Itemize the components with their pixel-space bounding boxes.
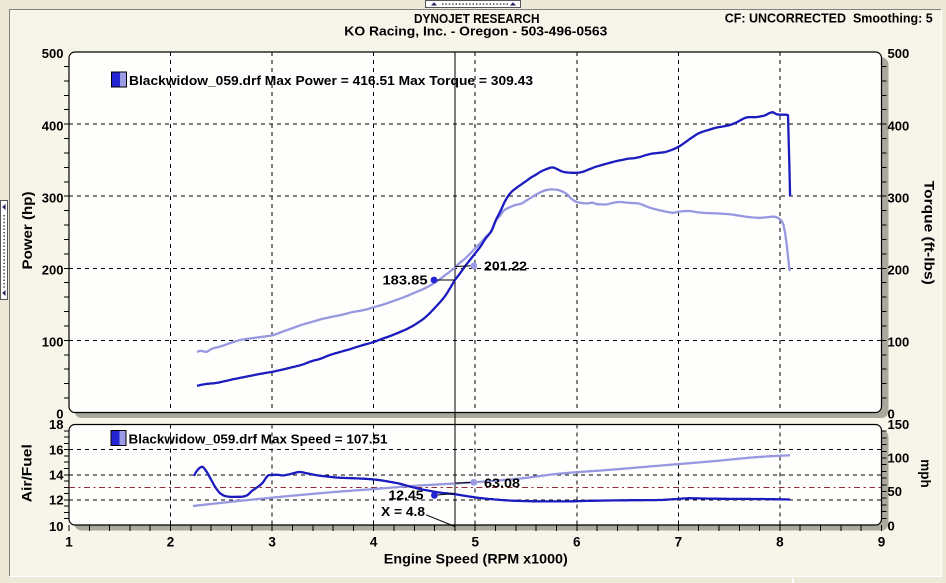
svg-text:KO Racing, Inc. - Oregon - 503: KO Racing, Inc. - Oregon - 503-496-0563 (344, 25, 607, 39)
svg-text:100: 100 (42, 335, 64, 350)
svg-text:mph: mph (918, 459, 933, 488)
svg-text:200: 200 (888, 263, 910, 278)
svg-text:50: 50 (888, 484, 902, 499)
svg-text:6: 6 (573, 534, 581, 549)
svg-text:0: 0 (888, 407, 895, 422)
svg-text:300: 300 (888, 190, 910, 205)
svg-text:8: 8 (776, 534, 784, 549)
svg-text:201.22: 201.22 (484, 260, 527, 274)
svg-text:Torque (ft-lbs): Torque (ft-lbs) (922, 181, 937, 285)
svg-text:Engine Speed (RPM x1000): Engine Speed (RPM x1000) (384, 551, 568, 567)
svg-text:400: 400 (888, 118, 910, 133)
svg-text:400: 400 (42, 118, 64, 133)
svg-text:0: 0 (888, 519, 895, 534)
svg-text:183.85: 183.85 (383, 273, 428, 287)
svg-text:1: 1 (65, 534, 73, 549)
svg-text:100: 100 (888, 451, 910, 466)
svg-text:Air/Fuel: Air/Fuel (20, 444, 35, 502)
svg-text:9: 9 (878, 534, 886, 549)
svg-text:CF: UNCORRECTED Smoothing: 5: CF: UNCORRECTED Smoothing: 5 (725, 12, 933, 26)
svg-text:Blackwidow_059.drf Max Power =: Blackwidow_059.drf Max Power = 416.51 Ma… (129, 74, 533, 88)
svg-text:X = 4.8: X = 4.8 (381, 505, 425, 519)
svg-text:5: 5 (471, 534, 479, 549)
svg-text:2: 2 (167, 534, 175, 549)
svg-text:150: 150 (888, 417, 910, 432)
svg-text:Power (hp): Power (hp) (20, 192, 35, 270)
svg-text:0: 0 (56, 407, 63, 422)
svg-text:12.45: 12.45 (389, 488, 424, 502)
svg-text:500: 500 (888, 46, 910, 61)
svg-text:14: 14 (49, 467, 64, 482)
svg-text:200: 200 (42, 263, 64, 278)
svg-text:12: 12 (49, 493, 63, 508)
svg-text:300: 300 (42, 190, 64, 205)
svg-text:DYNOJET RESEARCH: DYNOJET RESEARCH (414, 12, 540, 26)
svg-text:Blackwidow_059.drf Max Speed =: Blackwidow_059.drf Max Speed = 107.51 (129, 433, 388, 447)
svg-text:4: 4 (370, 534, 378, 549)
svg-text:18: 18 (49, 417, 63, 432)
svg-text:63.08: 63.08 (484, 476, 520, 490)
svg-text:500: 500 (42, 46, 64, 61)
svg-text:16: 16 (49, 442, 63, 457)
svg-text:10: 10 (49, 519, 63, 534)
svg-text:7: 7 (675, 534, 683, 549)
svg-text:3: 3 (268, 534, 276, 549)
svg-text:100: 100 (888, 335, 910, 350)
